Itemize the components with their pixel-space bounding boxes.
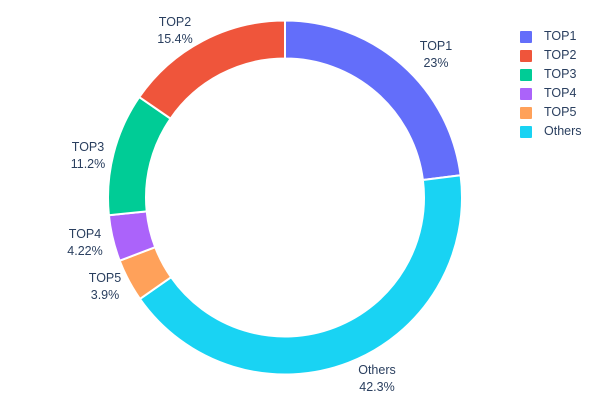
legend: TOP1 TOP2 TOP3 TOP4 TOP5 Others <box>520 27 582 141</box>
pie-slice-top2[interactable] <box>138 19 286 120</box>
legend-item-top5[interactable]: TOP5 <box>520 103 582 122</box>
legend-item-top1[interactable]: TOP1 <box>520 27 582 46</box>
legend-label-top3: TOP3 <box>544 67 577 81</box>
slice-label-top1: TOP1 23% <box>420 39 452 70</box>
legend-swatch-top5 <box>520 106 532 119</box>
slice-label-others: Others 42.3% <box>358 363 396 394</box>
slice-label-top5: TOP5 3.9% <box>89 271 121 302</box>
legend-swatch-top4 <box>520 87 532 100</box>
legend-swatch-top3 <box>520 68 532 81</box>
legend-item-top3[interactable]: TOP3 <box>520 65 582 84</box>
slice-label-top4: TOP4 4.22% <box>67 227 102 258</box>
legend-label-top5: TOP5 <box>544 105 577 119</box>
legend-label-others: Others <box>544 124 582 138</box>
legend-item-top4[interactable]: TOP4 <box>520 84 582 103</box>
legend-label-top4: TOP4 <box>544 86 577 100</box>
legend-swatch-top2 <box>520 49 532 62</box>
pie-slice-top3[interactable] <box>107 96 172 217</box>
legend-swatch-top1 <box>520 30 532 43</box>
slice-label-top3: TOP3 11.2% <box>71 140 106 171</box>
legend-label-top2: TOP2 <box>544 48 577 62</box>
slice-label-top2: TOP2 15.4% <box>157 15 192 46</box>
legend-item-top2[interactable]: TOP2 <box>520 46 582 65</box>
legend-item-others[interactable]: Others <box>520 122 582 141</box>
legend-swatch-others <box>520 125 532 138</box>
pie-slice-others[interactable] <box>138 174 464 376</box>
legend-label-top1: TOP1 <box>544 29 577 43</box>
